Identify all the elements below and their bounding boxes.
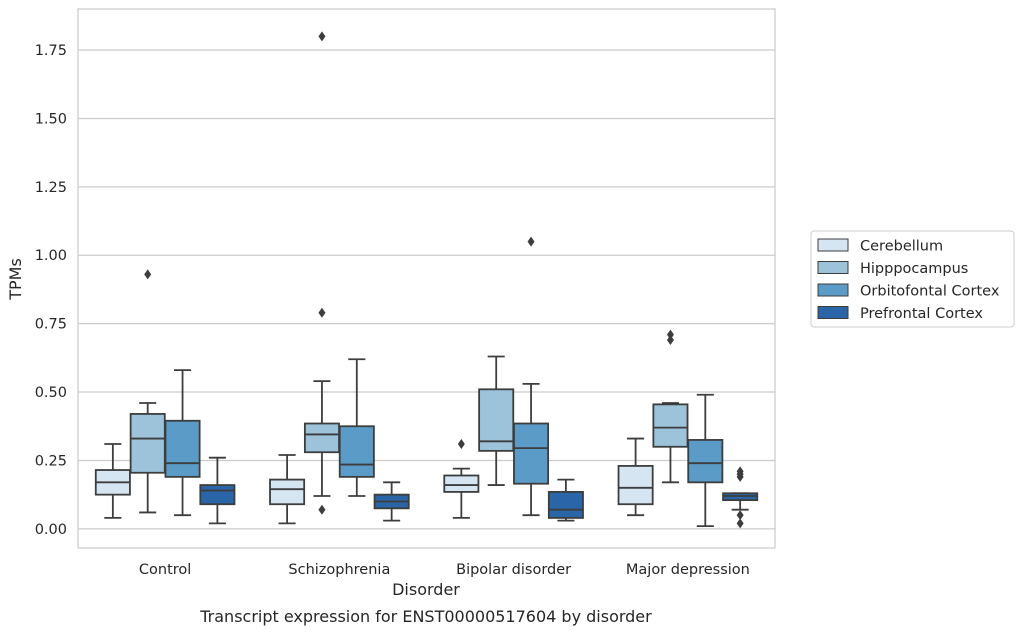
box-prefrontal-cortex-0 <box>199 456 236 525</box>
y-tick-label: 0.50 <box>35 385 67 401</box>
box-orbitofontal-cortex-2 <box>513 236 550 517</box>
outlier-point <box>666 335 674 346</box>
box-layer <box>94 31 759 529</box>
y-tick-label: 1.00 <box>35 248 67 264</box>
y-axis-ticks: 0.00 0.25 0.50 0.75 1.00 1.25 1.50 1.75 <box>35 43 67 538</box>
box-hipppocampus-1 <box>303 31 340 515</box>
iqr-box <box>513 422 550 485</box>
legend-label: Hipppocampus <box>860 261 968 277</box>
box-prefrontal-cortex-2 <box>547 478 584 522</box>
box-cerebellum-2 <box>443 439 480 519</box>
iqr-box <box>687 439 724 484</box>
box-cerebellum-3 <box>617 437 654 517</box>
iqr-box <box>269 478 306 506</box>
plot-area-frame <box>77 8 776 549</box>
box-orbitofontal-cortex-3 <box>687 393 724 528</box>
outlier-point <box>144 269 152 280</box>
legend-swatch <box>817 306 849 319</box>
x-axis-ticks: Control Schizophrenia Bipolar disorder Majo… <box>139 562 750 578</box>
box-hipppocampus-2 <box>478 355 515 486</box>
iqr-box <box>164 419 201 478</box>
chart-caption: Transcript expression for ENST0000051760… <box>199 607 652 626</box>
iqr-box <box>303 422 340 454</box>
outlier-point <box>736 471 744 482</box>
x-tick-label: Control <box>139 562 191 578</box>
legend-label: Prefrontal Cortex <box>860 306 983 322</box>
box-prefrontal-cortex-1 <box>373 481 410 522</box>
x-tick-label: Schizophrenia <box>288 562 390 578</box>
legend-label: Orbitofontal Cortex <box>860 284 1000 300</box>
box-orbitofontal-cortex-0 <box>164 369 201 517</box>
iqr-box <box>129 413 166 474</box>
legend-swatch <box>817 238 849 252</box>
legend-swatch <box>817 261 849 274</box>
legend-frame <box>810 230 1015 328</box>
legend: Cerebellum Hipppocampus Orbitofontal Corte… <box>810 230 1015 328</box>
outlier-point <box>527 236 535 247</box>
x-axis-label: Disorder <box>392 580 460 599</box>
outlier-point <box>736 510 744 521</box>
legend-label: Cerebellum <box>860 239 943 255</box>
box-cerebellum-1 <box>269 454 306 525</box>
y-tick-label: 1.75 <box>35 43 67 59</box>
y-tick-label: 1.50 <box>35 111 67 127</box>
y-tick-label: 0.25 <box>35 453 67 469</box>
iqr-box <box>443 474 480 493</box>
iqr-box <box>338 425 375 478</box>
y-tick-label: 0.00 <box>35 522 67 538</box>
outlier-point <box>318 31 326 42</box>
box-prefrontal-cortex-3 <box>722 466 759 529</box>
iqr-box <box>547 491 584 519</box>
outlier-point <box>318 307 326 318</box>
x-tick-label: Major depression <box>626 562 750 578</box>
iqr-box <box>617 465 654 506</box>
y-tick-label: 0.75 <box>35 317 67 333</box>
x-tick-label: Bipolar disorder <box>456 562 571 578</box>
y-axis-label: TPMs <box>6 258 25 301</box>
box-hipppocampus-0 <box>129 269 166 514</box>
legend-swatch <box>817 283 849 297</box>
outlier-point <box>457 439 465 450</box>
box-cerebellum-0 <box>94 443 131 519</box>
y-tick-label: 1.25 <box>35 180 67 196</box>
box-hipppocampus-3 <box>652 329 689 484</box>
iqr-box <box>199 484 236 506</box>
outlier-point <box>666 329 674 340</box>
iqr-box <box>652 403 689 448</box>
outlier-point <box>318 504 326 515</box>
outlier-point <box>736 518 744 529</box>
box-orbitofontal-cortex-1 <box>338 358 375 497</box>
